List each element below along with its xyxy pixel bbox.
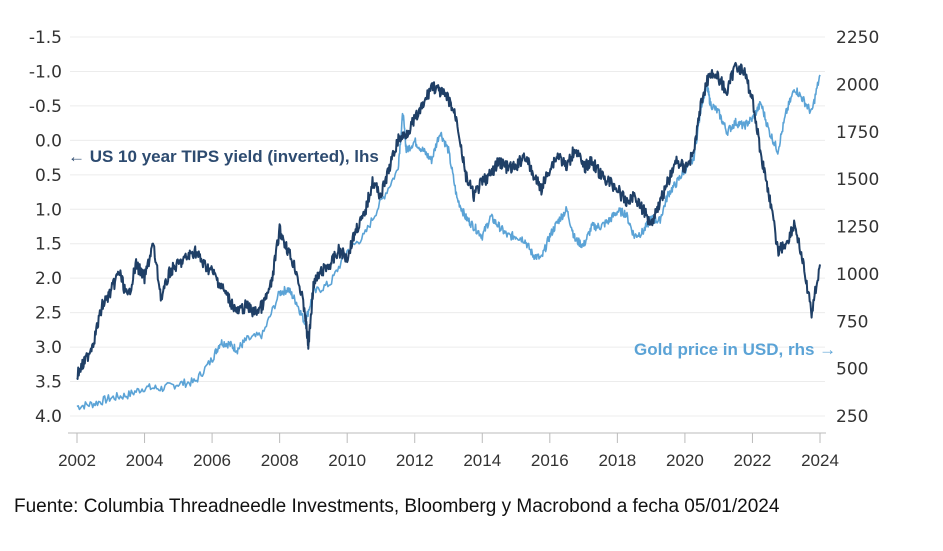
x-tick-label: 2002	[58, 451, 96, 470]
left-tick-label: 1.5	[35, 235, 62, 255]
left-tick-label: 0.5	[35, 166, 62, 186]
series-group	[76, 61, 821, 411]
x-tick-label: 2020	[666, 451, 704, 470]
left-tick-label: 0.0	[35, 131, 62, 151]
left-tick-label: -1.0	[29, 62, 62, 82]
x-axis: 2002 2004 2006 2008 2010 2012 2014 2016 2018 2020…	[58, 432, 839, 470]
x-tick-label: 2008	[261, 451, 299, 470]
left-tick-label: -0.5	[29, 97, 62, 117]
left-tick-label: 2.0	[35, 269, 62, 289]
left-tick-label: -1.5	[29, 28, 62, 48]
left-tick-label: 2.5	[35, 304, 62, 324]
gold-price-line	[76, 74, 821, 411]
right-axis-ticks: 2250 2000 1750 1500 1250 1000 750 500 250	[836, 28, 879, 427]
x-tick-label: 2010	[328, 451, 366, 470]
left-tick-label: 3.0	[35, 338, 62, 358]
left-tick-label: 1.0	[35, 200, 62, 220]
right-tick-label: 2000	[836, 75, 879, 95]
x-tick-label: 2004	[126, 451, 164, 470]
right-tick-label: 1000	[836, 265, 879, 285]
right-tick-label: 1250	[836, 218, 879, 238]
tips-series-label: ← US 10 year TIPS yield (inverted), lhs	[68, 147, 379, 166]
source-note: Fuente: Columbia Threadneedle Investment…	[14, 496, 780, 517]
tips-yield-line	[76, 61, 821, 380]
x-tick-label: 2022	[734, 451, 772, 470]
x-tick-label: 2014	[463, 451, 501, 470]
right-tick-label: 1500	[836, 170, 879, 190]
right-tick-label: 500	[836, 360, 868, 380]
gold-series-label: Gold price in USD, rhs →	[634, 340, 836, 359]
x-tick-label: 2018	[598, 451, 636, 470]
right-tick-label: 750	[836, 312, 868, 332]
chart-canvas: -1.5-1.0-0.50.00.51.01.52.02.53.03.54.0 …	[29, 28, 879, 470]
left-tick-label: 3.5	[35, 373, 62, 393]
left-tick-label: 4.0	[35, 407, 62, 427]
x-tick-label: 2006	[193, 451, 231, 470]
right-tick-label: 250	[836, 407, 868, 427]
x-tick-label: 2012	[396, 451, 434, 470]
x-tick-label: 2024	[801, 451, 839, 470]
left-axis-ticks: -1.5 -1.0 -0.5 0.0 0.5 1.0 1.5 2.0 2.5 3.0 3.5 4.0	[29, 28, 62, 427]
x-tick-label: 2016	[531, 451, 569, 470]
right-tick-label: 2250	[836, 28, 879, 48]
right-tick-label: 1750	[836, 123, 879, 143]
